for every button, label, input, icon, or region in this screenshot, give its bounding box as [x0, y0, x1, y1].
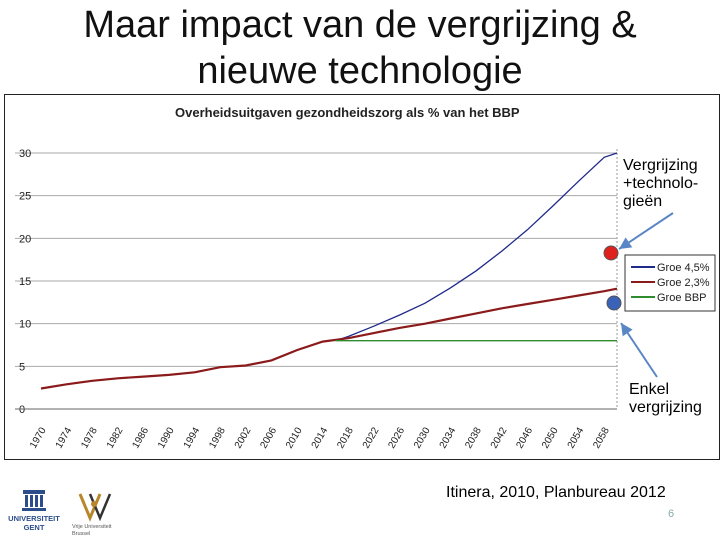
- series-line: [40, 287, 618, 390]
- y-tick-label: 30: [19, 148, 31, 160]
- y-tick-label: 25: [19, 191, 31, 203]
- x-tick-label: 1982: [105, 425, 126, 450]
- x-tick-label: 2010: [284, 425, 305, 450]
- marker-red: [603, 245, 619, 261]
- x-tick-label: 2026: [386, 425, 407, 450]
- slide-title: Maar impact van de vergrijzing & nieuwe …: [83, 4, 637, 92]
- line-chart: Overheidsuitgaven gezondheidszorg als % …: [15, 105, 716, 451]
- y-tick-label: 20: [19, 233, 31, 245]
- x-tick-label: 1994: [182, 425, 203, 450]
- x-tick-label: 1978: [79, 425, 100, 450]
- x-tick-label: 2014: [310, 425, 331, 450]
- svg-text:GENT: GENT: [24, 523, 45, 532]
- x-tick-label: 2022: [361, 425, 382, 450]
- x-tick-label: 2006: [258, 425, 279, 450]
- x-tick-label: 2018: [335, 425, 356, 450]
- y-tick-label: 0: [19, 404, 25, 416]
- x-tick-label: 1974: [54, 425, 75, 450]
- arrow-bottom: [620, 322, 658, 378]
- x-tick-label: 2050: [540, 425, 561, 450]
- page-number: 6: [668, 508, 675, 520]
- legend-label: Groe BBP: [657, 292, 707, 304]
- source-citation: Itinera, 2010, Planbureau 2012: [446, 484, 666, 501]
- x-tick-label: 2002: [233, 425, 254, 450]
- series-line: [335, 152, 618, 342]
- x-tick-label: 1990: [156, 425, 177, 450]
- x-tick-label: 2046: [514, 425, 535, 450]
- chart-title: Overheidsuitgaven gezondheidszorg als % …: [175, 105, 520, 120]
- legend-label: Groe 4,5%: [657, 262, 710, 274]
- y-tick-label: 15: [19, 276, 31, 288]
- x-tick-label: 2058: [591, 425, 612, 450]
- svg-text:UNIVERSITEIT: UNIVERSITEIT: [8, 514, 60, 523]
- chart-container: Overheidsuitgaven gezondheidszorg als % …: [4, 94, 720, 460]
- y-tick-label: 10: [19, 319, 31, 331]
- x-tick-label: 1970: [28, 425, 49, 450]
- svg-text:Vrije Universiteit: Vrije Universiteit: [72, 524, 112, 530]
- x-tick-label: 1998: [207, 425, 228, 450]
- x-tick-label: 2034: [438, 425, 459, 450]
- x-tick-label: 2042: [489, 425, 510, 450]
- x-tick-label: 2030: [412, 425, 433, 450]
- marker-blue: [606, 295, 622, 311]
- vub-logo: Vrije Universiteit Brussel: [72, 493, 112, 537]
- x-tick-label: 2054: [566, 425, 587, 450]
- legend-label: Groe 2,3%: [657, 277, 710, 289]
- arrow-top: [618, 212, 674, 250]
- annotation-ageing-technology: Vergrijzing +technolo- gieën: [623, 157, 699, 210]
- y-tick-label: 5: [19, 361, 25, 373]
- x-tick-label: 1986: [130, 425, 151, 450]
- svg-text:Brussel: Brussel: [72, 531, 90, 537]
- x-tick-label: 2038: [463, 425, 484, 450]
- annotation-ageing-only: Enkel vergrijzing: [629, 381, 702, 416]
- university-ghent-logo: UNIVERSITEIT GENT: [8, 490, 60, 532]
